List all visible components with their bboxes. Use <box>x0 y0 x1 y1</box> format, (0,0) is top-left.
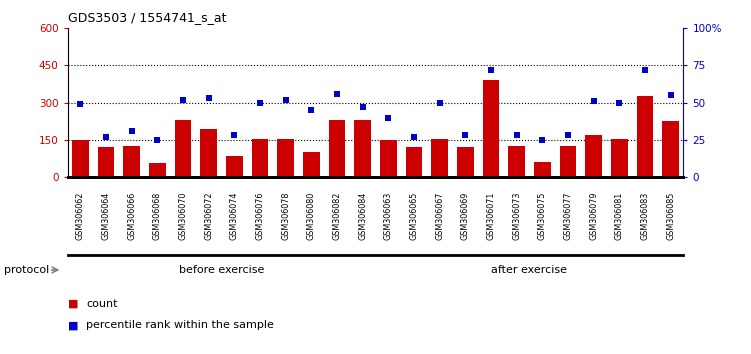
Point <box>460 132 472 138</box>
Point <box>639 67 651 73</box>
Text: GSM306076: GSM306076 <box>255 192 264 240</box>
Bar <box>72 140 89 177</box>
Text: GSM306070: GSM306070 <box>179 192 188 240</box>
Point <box>433 100 445 105</box>
Text: GSM306069: GSM306069 <box>461 192 470 240</box>
Point <box>254 100 266 105</box>
Text: GSM306066: GSM306066 <box>127 192 136 240</box>
Text: GSM306077: GSM306077 <box>563 192 572 240</box>
Bar <box>406 147 422 177</box>
Text: GSM306080: GSM306080 <box>307 192 316 240</box>
Bar <box>508 146 525 177</box>
Bar <box>457 147 474 177</box>
Bar <box>354 120 371 177</box>
Point <box>228 132 240 138</box>
Text: GSM306082: GSM306082 <box>333 192 342 240</box>
Point <box>279 97 291 103</box>
Bar <box>201 129 217 177</box>
Text: ■: ■ <box>68 299 78 309</box>
Text: GSM306063: GSM306063 <box>384 192 393 240</box>
Point <box>614 100 626 105</box>
Text: protocol: protocol <box>4 265 49 275</box>
Bar <box>559 146 576 177</box>
Text: before exercise: before exercise <box>179 265 264 275</box>
Point <box>152 137 164 143</box>
Bar <box>637 96 653 177</box>
Text: GDS3503 / 1554741_s_at: GDS3503 / 1554741_s_at <box>68 11 226 24</box>
Bar <box>226 156 243 177</box>
Bar <box>252 139 268 177</box>
Point <box>536 137 548 143</box>
Text: GSM306075: GSM306075 <box>538 192 547 240</box>
Point <box>74 101 86 107</box>
Point <box>408 134 420 140</box>
Text: GSM306068: GSM306068 <box>153 192 162 240</box>
Point <box>382 115 394 120</box>
Text: percentile rank within the sample: percentile rank within the sample <box>86 320 274 330</box>
Bar <box>329 120 345 177</box>
Text: GSM306078: GSM306078 <box>281 192 290 240</box>
Text: GSM306081: GSM306081 <box>615 192 624 240</box>
Point <box>100 134 112 140</box>
Point <box>331 91 343 97</box>
Text: GSM306079: GSM306079 <box>589 192 598 240</box>
Text: after exercise: after exercise <box>491 265 568 275</box>
Point <box>665 92 677 98</box>
Bar <box>123 146 140 177</box>
Text: GSM306071: GSM306071 <box>487 192 496 240</box>
Point <box>357 104 369 110</box>
Bar <box>277 139 294 177</box>
Point <box>587 98 599 104</box>
Bar <box>611 139 628 177</box>
Text: GSM306072: GSM306072 <box>204 192 213 240</box>
Text: GSM306064: GSM306064 <box>101 192 110 240</box>
Text: GSM306083: GSM306083 <box>641 192 650 240</box>
Text: GSM306084: GSM306084 <box>358 192 367 240</box>
Text: GSM306074: GSM306074 <box>230 192 239 240</box>
Bar <box>175 120 192 177</box>
Text: GSM306067: GSM306067 <box>435 192 444 240</box>
Bar <box>380 140 397 177</box>
Point <box>306 107 318 113</box>
Bar <box>149 164 166 177</box>
Bar <box>483 80 499 177</box>
Bar <box>534 162 550 177</box>
Bar <box>585 135 602 177</box>
Text: ■: ■ <box>68 320 78 330</box>
Point <box>203 95 215 101</box>
Point <box>177 97 189 103</box>
Bar <box>303 152 320 177</box>
Text: GSM306073: GSM306073 <box>512 192 521 240</box>
Point <box>485 67 497 73</box>
Text: GSM306085: GSM306085 <box>666 192 675 240</box>
Point <box>125 128 137 134</box>
Bar <box>98 147 114 177</box>
Text: GSM306065: GSM306065 <box>409 192 418 240</box>
Bar <box>662 121 679 177</box>
Text: count: count <box>86 299 118 309</box>
Point <box>562 132 574 138</box>
Text: GSM306062: GSM306062 <box>76 192 85 240</box>
Bar <box>431 139 448 177</box>
Point <box>511 132 523 138</box>
